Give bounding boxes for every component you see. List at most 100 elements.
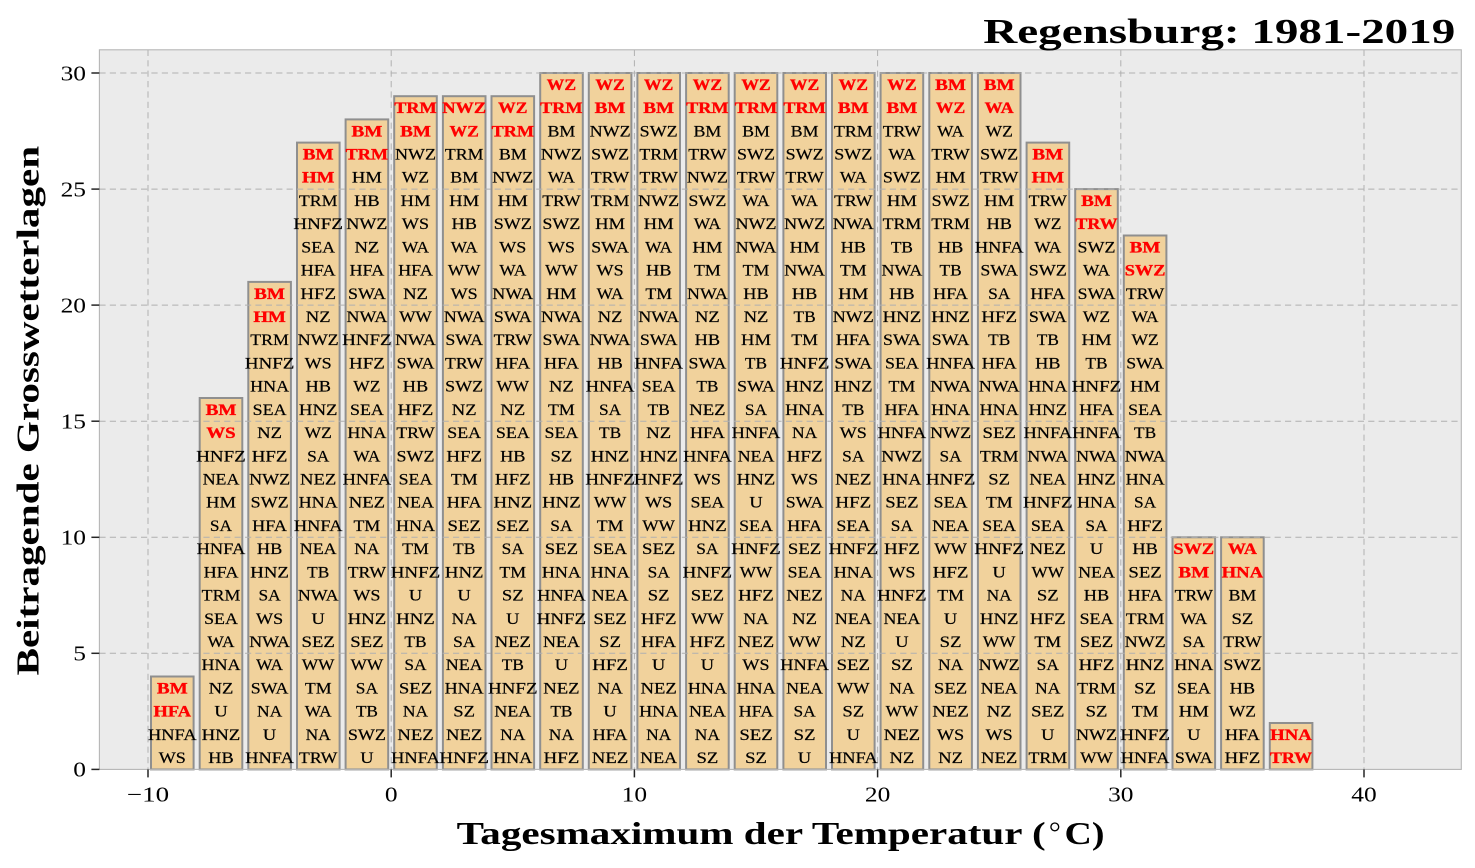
svg-text:SZ: SZ	[453, 704, 475, 721]
svg-text:NWZ: NWZ	[638, 193, 679, 210]
svg-text:U: U	[944, 611, 958, 628]
svg-text:HM: HM	[595, 216, 625, 233]
svg-text:TRM: TRM	[445, 147, 484, 164]
svg-text:BM: BM	[1081, 193, 1112, 210]
svg-text:WZ: WZ	[595, 77, 624, 94]
svg-text:NA: NA	[306, 727, 332, 744]
svg-text:NEZ: NEZ	[495, 634, 531, 651]
svg-text:SZ: SZ	[697, 750, 719, 767]
svg-text:WZ: WZ	[693, 77, 722, 94]
svg-text:NA: NA	[452, 611, 478, 628]
svg-text:SEA: SEA	[496, 425, 530, 442]
svg-text:SWA: SWA	[1126, 356, 1164, 373]
svg-text:TRW: TRW	[542, 193, 580, 210]
svg-text:NEA: NEA	[786, 681, 823, 698]
svg-text:SEA: SEA	[691, 495, 725, 512]
svg-text:BM: BM	[499, 147, 527, 164]
svg-text:TRW: TRW	[1270, 750, 1313, 767]
svg-text:HFA: HFA	[544, 356, 579, 373]
svg-text:TB: TB	[599, 425, 621, 442]
svg-text:HNA: HNA	[299, 495, 339, 512]
svg-text:HFZ: HFZ	[787, 448, 823, 465]
svg-text:NEA: NEA	[689, 704, 726, 721]
svg-text:TM: TM	[743, 263, 770, 280]
svg-text:HNZ: HNZ	[348, 611, 387, 628]
svg-text:HFA: HFA	[1079, 402, 1114, 419]
svg-text:U: U	[214, 704, 228, 721]
svg-text:U: U	[263, 727, 277, 744]
svg-text:WA: WA	[840, 170, 868, 187]
svg-text:SWA: SWA	[932, 332, 970, 349]
svg-text:TB: TB	[1085, 356, 1107, 373]
svg-text:U: U	[749, 495, 763, 512]
svg-text:TRW: TRW	[445, 356, 483, 373]
svg-text:NA: NA	[695, 727, 721, 744]
svg-text:SWZ: SWZ	[834, 147, 872, 164]
svg-text:WZ: WZ	[790, 77, 819, 94]
svg-text:SEZ: SEZ	[496, 518, 529, 535]
svg-text:SEA: SEA	[788, 564, 822, 581]
svg-text:SA: SA	[988, 286, 1011, 303]
svg-text:−10: −10	[127, 783, 169, 807]
svg-text:BM: BM	[548, 123, 576, 140]
svg-text:SA: SA	[307, 448, 330, 465]
svg-text:TRW: TRW	[737, 170, 775, 187]
svg-text:WS: WS	[159, 750, 186, 767]
svg-text:TM: TM	[1034, 634, 1061, 651]
svg-text:WA: WA	[985, 100, 1015, 117]
svg-text:SEA: SEA	[885, 356, 919, 373]
svg-text:U: U	[458, 588, 472, 605]
svg-text:NZ: NZ	[306, 309, 331, 326]
svg-text:TRM: TRM	[931, 216, 970, 233]
svg-text:TRM: TRM	[1126, 611, 1165, 628]
svg-text:TB: TB	[988, 332, 1010, 349]
svg-text:TM: TM	[986, 495, 1013, 512]
svg-text:HNA: HNA	[931, 402, 971, 419]
svg-text:NWZ: NWZ	[492, 170, 533, 187]
svg-text:SZ: SZ	[891, 657, 913, 674]
svg-text:BM: BM	[400, 123, 431, 140]
svg-text:NZ: NZ	[355, 239, 380, 256]
svg-text:TRM: TRM	[883, 216, 922, 233]
svg-text:WA: WA	[791, 193, 819, 210]
svg-text:NWA: NWA	[541, 309, 582, 326]
svg-text:HNA: HNA	[1028, 379, 1068, 396]
svg-text:TRW: TRW	[1029, 193, 1067, 210]
svg-text:NWA: NWA	[492, 286, 533, 303]
svg-text:BM: BM	[254, 286, 285, 303]
svg-text:TRW: TRW	[834, 193, 872, 210]
svg-text:HM: HM	[984, 193, 1014, 210]
svg-text:WW: WW	[983, 634, 1016, 651]
svg-text:SEZ: SEZ	[1128, 564, 1161, 581]
svg-text:TRW: TRW	[1223, 634, 1261, 651]
svg-text:SWA: SWA	[494, 309, 532, 326]
svg-text:HNFA: HNFA	[683, 448, 732, 465]
svg-text:WW: WW	[886, 704, 919, 721]
svg-text:NEA: NEA	[203, 472, 240, 489]
svg-text:WS: WS	[791, 472, 818, 489]
svg-text:SWZ: SWZ	[688, 193, 726, 210]
svg-text:HFZ: HFZ	[495, 472, 531, 489]
svg-text:NZ: NZ	[890, 750, 915, 767]
svg-text:BM: BM	[1130, 239, 1161, 256]
svg-text:HNA: HNA	[591, 564, 631, 581]
svg-text:TRM: TRM	[394, 100, 436, 117]
svg-text:SWZ: SWZ	[251, 495, 289, 512]
svg-text:NWZ: NWZ	[590, 123, 631, 140]
svg-text:SZ: SZ	[599, 634, 621, 651]
svg-text:TRW: TRW	[883, 123, 921, 140]
svg-text:HNFA: HNFA	[294, 518, 343, 535]
svg-text:Regensburg: 1981-2019: Regensburg: 1981-2019	[983, 12, 1455, 51]
svg-text:NEA: NEA	[835, 611, 872, 628]
svg-text:WS: WS	[888, 564, 915, 581]
svg-text:TB: TB	[1134, 425, 1156, 442]
svg-text:SEA: SEA	[1128, 402, 1162, 419]
svg-text:BM: BM	[838, 100, 869, 117]
svg-text:Tagesmaximum der Temperatur (: Tagesmaximum der Temperatur (	[457, 816, 1046, 851]
svg-text:NWZ: NWZ	[442, 100, 486, 117]
svg-text:WS: WS	[548, 239, 575, 256]
svg-text:SWZ: SWZ	[1223, 657, 1261, 674]
svg-text:TM: TM	[937, 588, 964, 605]
svg-text:TB: TB	[502, 657, 524, 674]
svg-text:BM: BM	[206, 402, 237, 419]
